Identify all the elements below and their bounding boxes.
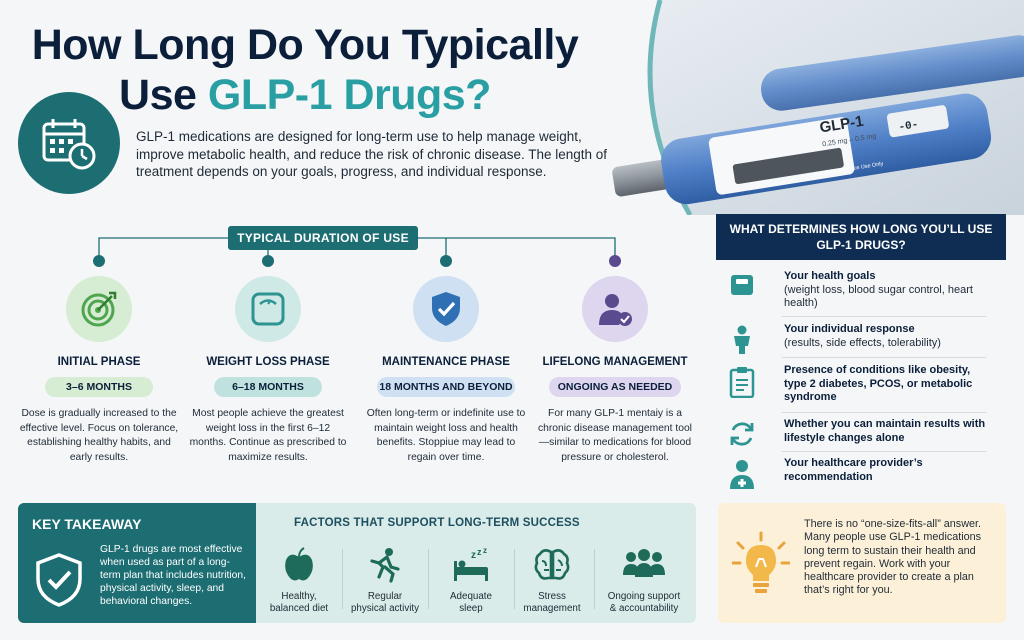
factor-label-line1: Adequate xyxy=(450,591,492,602)
factors-panel: FACTORS THAT SUPPORT LONG-TERM SUCCESS H… xyxy=(256,503,696,623)
factors-title-prefix: FACTORS THAT xyxy=(294,517,388,529)
divider xyxy=(514,549,515,609)
phase-weight-loss: WEIGHT LOSS PHASE 6–18 MONTHS Most peopl… xyxy=(184,276,352,465)
divider xyxy=(782,451,986,452)
phase-dot xyxy=(609,255,621,267)
lightbulb-icon xyxy=(732,531,790,593)
factor-item: Healthy, balanced diet xyxy=(256,543,342,615)
phase-initial: INITIAL PHASE 3–6 MONTHS Dose is gradual… xyxy=(15,276,183,465)
shield-check-icon xyxy=(36,553,82,607)
phase-description: For many GLP-1 mentaiy is a chronic dise… xyxy=(538,408,692,463)
factors-title: FACTORS THAT SUPPORT LONG-TERM SUCCESS xyxy=(294,517,580,529)
divider xyxy=(428,549,429,609)
divider xyxy=(782,412,986,413)
phase-icon-circle xyxy=(582,276,648,342)
advice-panel: There is no “one-size-fits-all” answer. … xyxy=(718,503,1006,623)
advice-text: There is no “one-size-fits-all” answer. … xyxy=(804,518,982,597)
person-check-icon xyxy=(599,294,632,326)
doctor-icon xyxy=(730,460,754,489)
svg-text:z: z xyxy=(477,547,482,557)
factor-label-line1: Healthy, xyxy=(281,591,317,602)
runner-icon xyxy=(370,548,400,583)
phase-duration-pill: ONGOING AS NEEDED xyxy=(549,377,681,397)
key-takeaway-title: KEY TAKEAWAY xyxy=(32,516,142,532)
factor-label-line2: sleep xyxy=(459,603,483,614)
factor-label-line2: balanced diet xyxy=(269,603,329,614)
svg-text:z: z xyxy=(483,547,487,555)
title-line1: How Long Do You Typically xyxy=(31,21,579,69)
phase-duration-pill: 6–18 MONTHS xyxy=(214,377,322,397)
calendar-clock-badge xyxy=(18,92,120,194)
determinant-item: Your healthcare provider’s recommendatio… xyxy=(722,457,986,489)
phase-dot xyxy=(93,255,105,267)
phase-title: WEIGHT LOSS PHASE xyxy=(206,356,330,368)
phase-description: Often long-term or indefinite use to mai… xyxy=(366,408,526,463)
phase-maintenance: MAINTENANCE PHASE 18 MONTHS AND BEYOND O… xyxy=(362,276,530,465)
factor-item: Ongoing support & accountability xyxy=(596,543,692,615)
scale-icon xyxy=(731,275,753,295)
svg-text:z: z xyxy=(471,550,476,561)
phase-lifelong: LIFELONG MANAGEMENT ONGOING AS NEEDED Fo… xyxy=(531,276,699,465)
phase-title: MAINTENANCE PHASE xyxy=(382,356,510,368)
duration-banner: TYPICAL DURATION OF USE xyxy=(228,226,418,250)
intro-paragraph: GLP-1 medications are designed for long-… xyxy=(136,129,608,179)
phase-title: INITIAL PHASE xyxy=(57,356,141,368)
determinant-bold: Your healthcare provider’s recommendatio… xyxy=(784,457,923,483)
title-accent: GLP-1 Drugs? xyxy=(207,71,492,119)
phase-description: Dose is gradually increased to the effec… xyxy=(19,408,179,463)
factor-label-line2: management xyxy=(523,603,581,614)
refresh-icon xyxy=(730,422,754,446)
phase-duration-pill: 3–6 MONTHS xyxy=(45,377,153,397)
factor-item: Regular physical activity xyxy=(342,543,428,615)
determinant-detail: (results, side effects, tolerability) xyxy=(784,336,941,349)
phase-dot xyxy=(262,255,274,267)
person-icon xyxy=(734,325,750,354)
factor-label-line2: & accountability xyxy=(609,603,679,614)
target-icon xyxy=(81,291,117,327)
calendar-clock-icon xyxy=(42,119,96,170)
determinant-item: Your individual response (results, side e… xyxy=(722,323,986,355)
determinant-bold: Your individual response xyxy=(784,323,915,335)
factor-label-line1: Regular xyxy=(367,591,403,602)
key-takeaway-panel: KEY TAKEAWAY GLP-1 drugs are most effect… xyxy=(18,503,256,623)
divider xyxy=(342,549,343,609)
factor-label-line1: Stress xyxy=(538,591,566,602)
determinants-title: WHAT DETERMINES HOW LONG YOU’LL USE GLP-… xyxy=(716,214,1006,260)
phase-icon-circle xyxy=(66,276,132,342)
factor-item: Stress management xyxy=(509,543,595,615)
clipboard-icon xyxy=(729,367,755,398)
phase-title: LIFELONG MANAGEMENT xyxy=(542,356,688,368)
pen-label: GLP-1 xyxy=(818,113,864,137)
divider xyxy=(782,357,986,358)
determinant-detail: (weight loss, blood sugar control, heart… xyxy=(784,283,973,310)
factors-title-bold: SUPPORT LONG-TERM SUCCESS xyxy=(387,517,580,529)
glp1-pen-photo: GLP-1 0.25 mg – 0.5 mg For Subcutaneous … xyxy=(600,0,1024,215)
brain-icon xyxy=(534,549,570,580)
divider xyxy=(782,316,986,317)
determinant-bold: Your health goals xyxy=(784,270,876,282)
phase-icon-circle xyxy=(235,276,301,342)
determinant-item: Presence of conditions like obesity, typ… xyxy=(722,364,986,405)
key-takeaway-body: GLP-1 drugs are most effective when used… xyxy=(100,544,246,607)
title-line2-prefix: Use xyxy=(119,71,208,119)
scale-icon xyxy=(251,292,285,326)
determinant-bold: Presence of conditions like obesity, typ… xyxy=(784,364,973,403)
factor-label-line2: physical activity xyxy=(350,603,420,614)
page-title: How Long Do You Typically Use GLP-1 Drug… xyxy=(0,20,610,120)
determinant-item: Your health goals (weight loss, blood sug… xyxy=(722,270,986,311)
factor-label-line1: Ongoing support xyxy=(607,591,681,602)
group-icon xyxy=(623,549,665,577)
phase-duration-pill: 18 MONTHS AND BEYOND xyxy=(377,377,515,397)
determinant-item: Whether you can maintain results with li… xyxy=(722,418,986,448)
apple-icon xyxy=(285,547,313,581)
shield-check-icon xyxy=(432,292,460,326)
phase-dot xyxy=(440,255,452,267)
pen-counter: -0- xyxy=(898,119,919,134)
divider xyxy=(594,549,595,609)
phase-icon-circle xyxy=(413,276,479,342)
determinant-bold: Whether you can maintain results with li… xyxy=(784,418,986,444)
phase-description: Most people achieve the greatest weight … xyxy=(189,408,347,463)
